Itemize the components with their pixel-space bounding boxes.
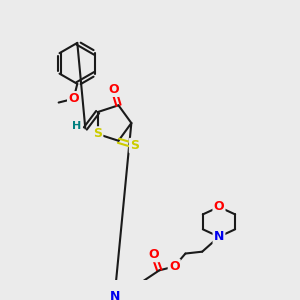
Text: O: O <box>148 248 159 261</box>
Text: H: H <box>72 121 82 131</box>
Text: N: N <box>214 230 224 243</box>
Text: N: N <box>110 290 120 300</box>
Text: O: O <box>68 92 79 105</box>
Text: O: O <box>169 260 179 273</box>
Text: S: S <box>130 139 139 152</box>
Text: S: S <box>93 128 102 140</box>
Text: O: O <box>108 83 119 96</box>
Text: O: O <box>214 200 224 213</box>
